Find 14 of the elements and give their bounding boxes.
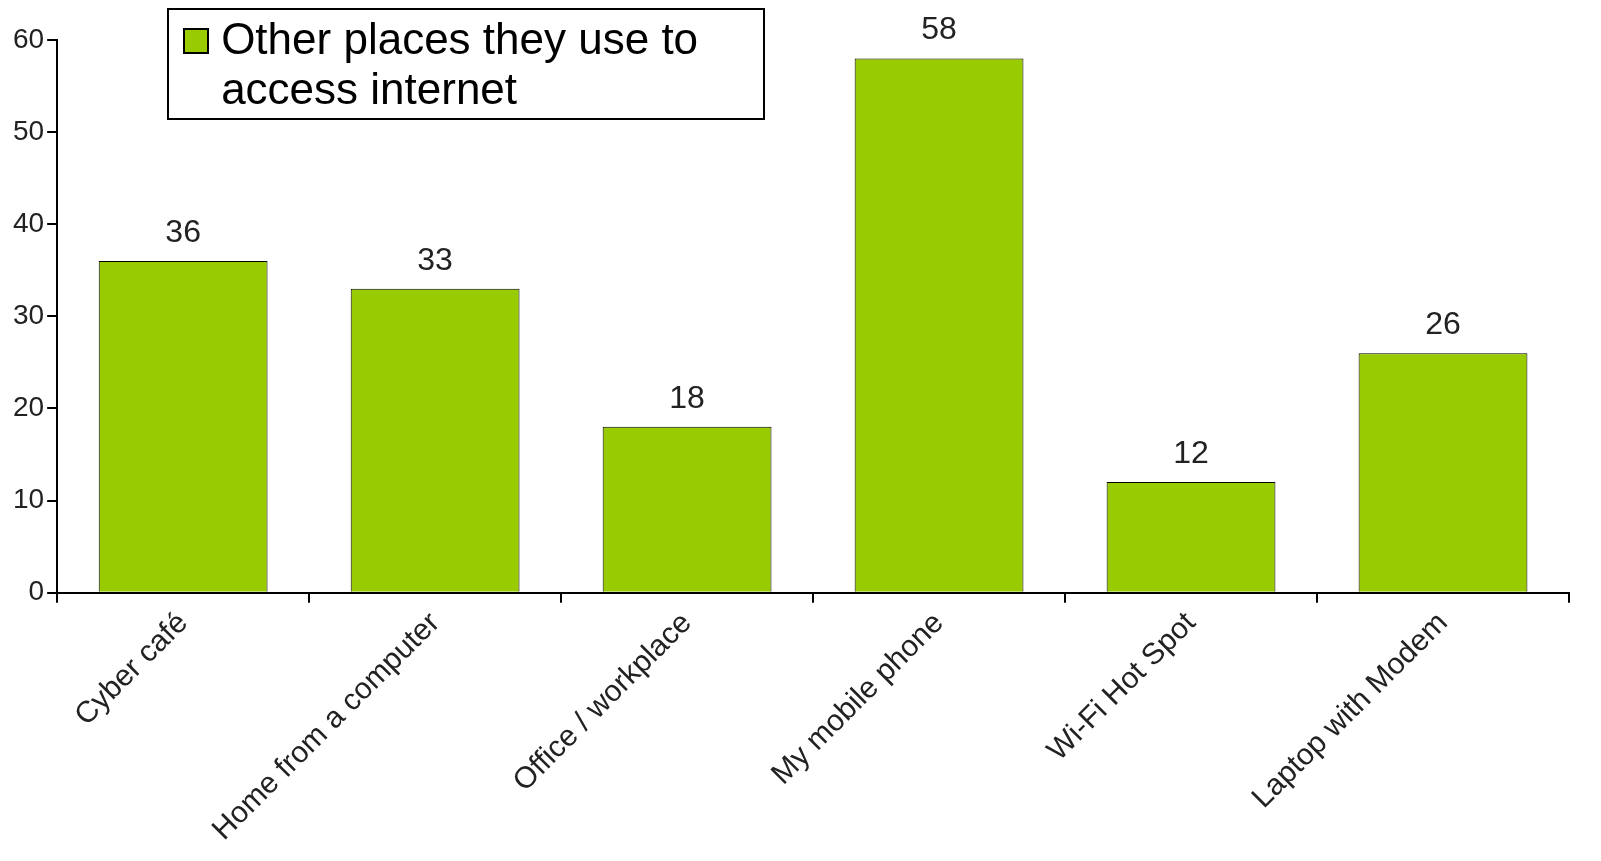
data-label: 36 bbox=[165, 212, 201, 249]
data-label: 26 bbox=[1425, 304, 1461, 341]
legend-label: Other places they use to access internet bbox=[221, 14, 700, 114]
y-tick-label: 30 bbox=[12, 299, 45, 331]
y-tick-label: 10 bbox=[12, 483, 45, 515]
y-tick-label: 0 bbox=[28, 575, 45, 607]
data-label: 18 bbox=[669, 378, 705, 415]
y-tick-label: 20 bbox=[12, 391, 45, 423]
y-tick-label: 60 bbox=[12, 22, 45, 54]
data-label: 12 bbox=[1173, 433, 1209, 470]
data-label: 33 bbox=[417, 240, 453, 277]
y-tick-label: 50 bbox=[12, 114, 45, 146]
y-tick-label: 40 bbox=[12, 206, 45, 238]
data-label: 58 bbox=[921, 10, 957, 47]
